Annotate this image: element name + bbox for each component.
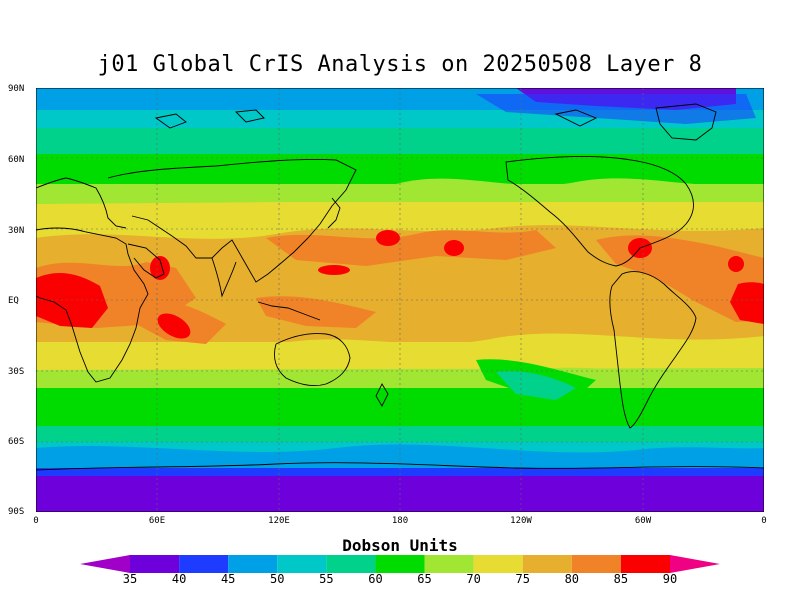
south-polar-blue-wave (36, 444, 764, 468)
colorbar-tick-label: 60 (368, 572, 383, 586)
colorbar-segment (326, 555, 376, 573)
colorbar-segment (130, 555, 180, 573)
colorbar-tick-label: 75 (515, 572, 530, 586)
south-america-coastline (609, 271, 697, 429)
colorbar-segment (571, 555, 621, 573)
red-cell-pacific-1 (376, 230, 400, 246)
india-coastline (211, 257, 237, 298)
lon-label-60e: 60E (148, 516, 166, 526)
colorbar-triangle-low (80, 555, 130, 573)
lon-label-0-west: 0 (33, 516, 39, 526)
red-cell-pacific-3 (318, 265, 350, 275)
colorbar-segment (179, 555, 229, 573)
colorbar-tick-label: 85 (613, 572, 629, 586)
colorbar (80, 555, 720, 573)
colorbar-segment (620, 555, 670, 573)
tropical-red-west (36, 272, 108, 328)
colorbar-tick-label: 70 (466, 572, 481, 586)
colorbar-segment (473, 555, 523, 573)
colorbar-segment (277, 555, 327, 573)
japan-coastline (327, 197, 341, 229)
colorbar-segment (228, 555, 278, 573)
lat-label-30n: 30N (8, 226, 25, 236)
colorbar-tick-label: 65 (417, 572, 432, 586)
coastlines (36, 103, 764, 471)
ozone-map (36, 88, 764, 512)
red-cell-pacific-2 (444, 240, 464, 256)
band-south-polar-4 (36, 466, 764, 476)
colorbar-segment (522, 555, 572, 573)
south-yellow-wave (36, 333, 764, 370)
graticule (36, 88, 764, 512)
colorbar-segment (424, 555, 474, 573)
tropical-dark-orange-2 (266, 230, 556, 266)
colorbar-tick-label: 35 (122, 572, 138, 586)
north-green-wave (36, 178, 764, 204)
new-zealand-coastline (375, 383, 389, 407)
lon-label-0-east: 0 (761, 516, 767, 526)
colorbar-triangle-high (670, 555, 720, 573)
antarctica-coastline (36, 462, 764, 471)
colorbar-tick-label: 50 (270, 572, 285, 586)
australia-coastline (274, 333, 351, 387)
asia-coastline (107, 159, 357, 283)
lat-label-60s: 60S (8, 437, 25, 447)
colorbar-tick-label: 90 (662, 572, 678, 586)
europe-coastline (36, 177, 127, 229)
lon-label-180: 180 (391, 516, 409, 526)
red-cell-africa (150, 256, 170, 280)
colorbar-segment (375, 555, 425, 573)
colorbar-tick-label: 55 (319, 572, 334, 586)
tropical-orange-top (36, 225, 764, 298)
greenland-coastline (655, 103, 717, 141)
colorbar-title: Dobson Units (342, 536, 458, 555)
lat-label-90s: 90S (8, 507, 25, 517)
lat-label-90n: 90N (8, 84, 25, 94)
lon-label-120e: 120E (268, 516, 290, 526)
lon-label-60w: 60W (634, 516, 652, 526)
arabia-coastline (127, 243, 165, 279)
lat-label-60n: 60N (8, 155, 25, 165)
north-america-coastline (505, 155, 694, 267)
red-cell-indian-ocean (157, 313, 191, 339)
lat-label-30s: 30S (8, 367, 25, 377)
tropical-dark-orange-5 (256, 296, 376, 328)
map-title: j01 Global CrIS Analysis on 20250508 Lay… (97, 52, 703, 77)
colorbar-tick-label: 80 (564, 572, 580, 586)
tropical-red-east (730, 282, 764, 324)
lon-label-120w: 120W (510, 516, 532, 526)
africa-coastline (36, 227, 149, 383)
colorbar-tick-label: 40 (171, 572, 187, 586)
arctic-blue-blob (476, 94, 756, 124)
indonesia-coastline (257, 301, 321, 321)
colorbar-tick-label: 45 (220, 572, 236, 586)
lat-label-eq: EQ (8, 296, 19, 306)
band-north-sub (36, 128, 764, 154)
south-teal-blob (496, 371, 576, 400)
red-cell-atlantic (728, 256, 744, 272)
arctic-islands-coastline (154, 109, 598, 129)
